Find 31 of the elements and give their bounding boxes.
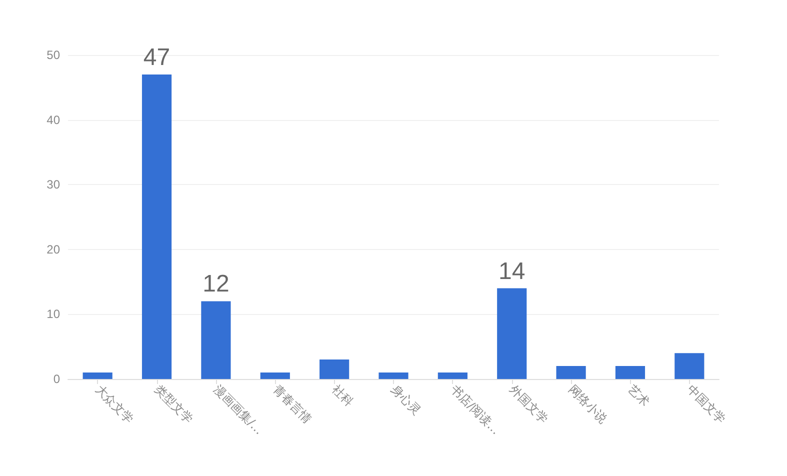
y-tick-label: 50	[46, 48, 60, 62]
y-tick-label: 40	[46, 112, 60, 127]
data-label: 12	[202, 270, 230, 298]
bar	[556, 366, 586, 379]
bar	[260, 372, 290, 379]
x-tick-label: 漫画画集/…	[211, 382, 266, 438]
x-tick-label: 书店/阅读…	[448, 382, 503, 438]
x-tick-label: 类型文学	[152, 382, 196, 426]
x-tick-label: 中国文学	[684, 382, 728, 426]
x-tick-label: 艺术	[625, 382, 652, 409]
bar	[378, 372, 408, 379]
x-tick-label: 外国文学	[506, 382, 551, 426]
x-tick-label: 网络小说	[566, 382, 610, 426]
x-tick-label: 大众文学	[92, 382, 136, 426]
x-tick-label: 身心灵	[388, 382, 424, 418]
y-tick-label: 0	[53, 372, 60, 386]
x-tick-label: 青春言情	[270, 382, 314, 426]
y-tick-label: 10	[46, 307, 60, 322]
data-label: 14	[498, 258, 526, 285]
data-label: 47	[143, 44, 170, 71]
bar	[615, 366, 646, 379]
bar	[82, 372, 112, 379]
x-tick-label: 社科	[329, 382, 356, 409]
bar	[320, 360, 350, 379]
bar	[497, 288, 527, 379]
bar	[438, 372, 468, 379]
y-tick-label: 30	[46, 178, 60, 192]
bar	[142, 74, 172, 379]
y-tick-label: 20	[46, 242, 60, 256]
bar	[674, 353, 704, 379]
bar	[201, 301, 231, 379]
